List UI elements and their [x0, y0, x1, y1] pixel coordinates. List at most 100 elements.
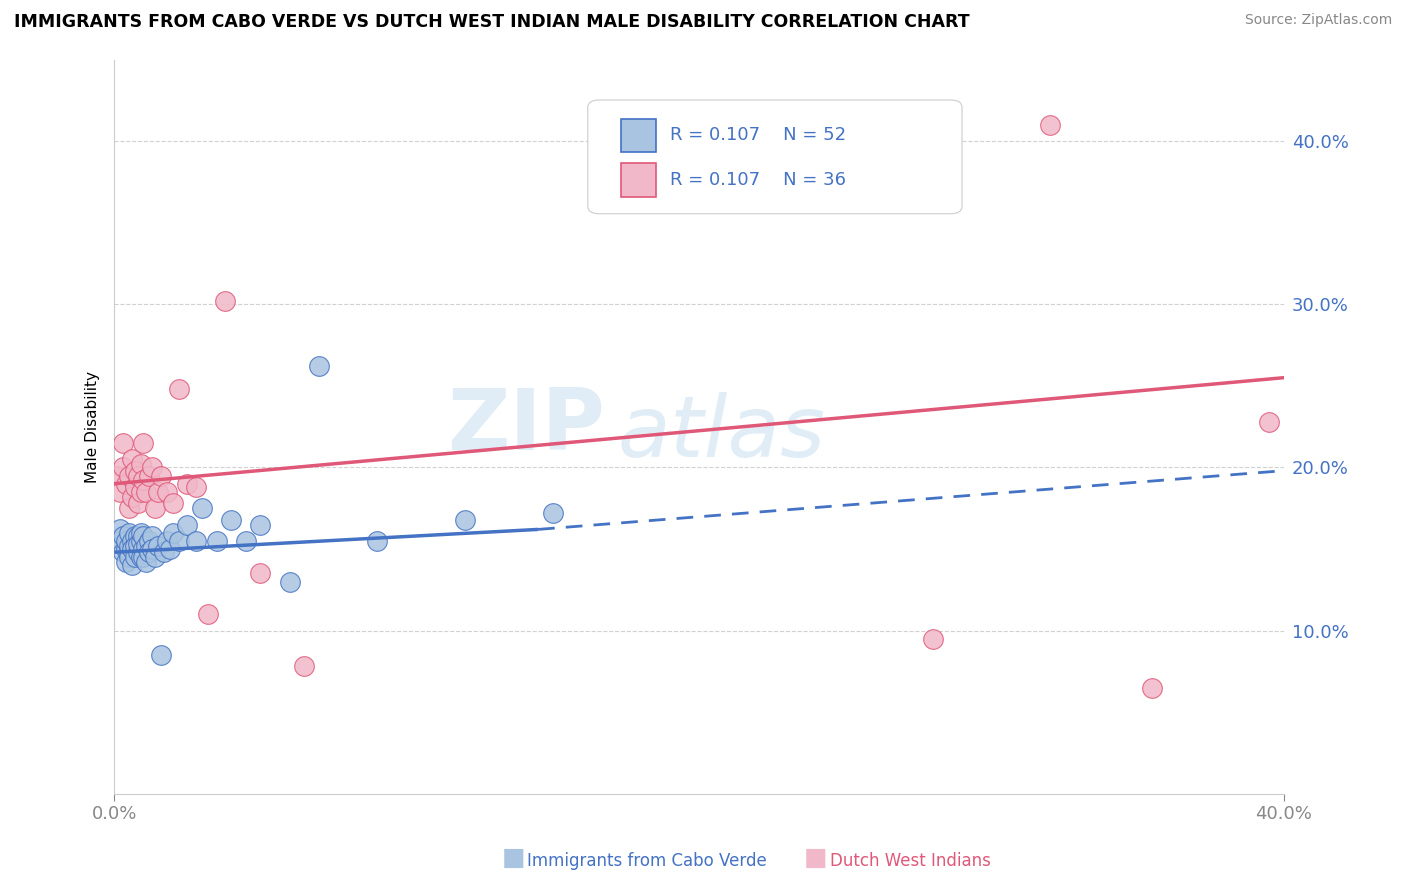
Point [167, 533, 190, 548]
Point [111, 460, 134, 475]
Point [124, 539, 146, 553]
Point [132, 474, 155, 488]
Point [111, 529, 134, 543]
Point [108, 484, 131, 499]
Point [156, 484, 179, 499]
Point [921, 632, 943, 646]
Point [135, 484, 157, 499]
Point [205, 533, 228, 548]
Point [235, 533, 257, 548]
Point [124, 480, 146, 494]
Point [135, 539, 157, 553]
Point [176, 476, 198, 491]
Point [135, 555, 157, 569]
Text: IMMIGRANTS FROM CABO VERDE VS DUTCH WEST INDIAN MALE DISABILITY CORRELATION CHAR: IMMIGRANTS FROM CABO VERDE VS DUTCH WEST… [14, 13, 970, 31]
Point [129, 533, 152, 548]
Text: R = 0.107    N = 52: R = 0.107 N = 52 [669, 127, 846, 145]
Text: Dutch West Indians: Dutch West Indians [830, 852, 990, 870]
Point [214, 293, 236, 308]
Point [127, 496, 149, 510]
Point [118, 468, 141, 483]
Point [249, 517, 271, 532]
Point [129, 457, 152, 471]
Point [118, 545, 141, 559]
Point [132, 550, 155, 565]
Point [197, 607, 219, 622]
Point [541, 506, 564, 520]
Point [111, 436, 134, 450]
Point [138, 468, 160, 483]
Point [191, 501, 214, 516]
Point [115, 541, 138, 556]
Point [118, 525, 141, 540]
Point [105, 533, 128, 548]
FancyBboxPatch shape [620, 119, 655, 152]
Point [115, 476, 138, 491]
Point [146, 484, 169, 499]
Point [115, 533, 138, 548]
Point [124, 550, 146, 565]
Point [184, 480, 207, 494]
Point [146, 539, 169, 553]
Point [156, 533, 179, 548]
Point [278, 574, 301, 589]
Point [162, 496, 184, 510]
Point [132, 436, 155, 450]
Point [105, 468, 128, 483]
Point [118, 501, 141, 516]
Point [249, 566, 271, 581]
Point [118, 550, 141, 565]
Point [1140, 681, 1163, 695]
Text: ZIP: ZIP [447, 385, 606, 468]
Point [167, 382, 190, 396]
FancyBboxPatch shape [588, 100, 962, 214]
Point [132, 541, 155, 556]
Point [176, 517, 198, 532]
Point [143, 501, 166, 516]
Point [308, 359, 330, 374]
Point [121, 452, 143, 467]
Point [121, 558, 143, 573]
Point [153, 545, 176, 559]
Point [121, 490, 143, 504]
Point [138, 533, 160, 548]
Point [1258, 415, 1281, 429]
Point [159, 541, 181, 556]
Point [121, 541, 143, 556]
Point [127, 529, 149, 543]
Point [138, 545, 160, 559]
Point [124, 464, 146, 478]
Point [141, 460, 163, 475]
Point [1039, 118, 1062, 132]
FancyBboxPatch shape [620, 163, 655, 196]
Text: Source: ZipAtlas.com: Source: ZipAtlas.com [1244, 13, 1392, 28]
Point [149, 648, 172, 662]
Point [143, 550, 166, 565]
Point [127, 537, 149, 551]
Point [111, 545, 134, 559]
Text: ■: ■ [502, 846, 524, 870]
Point [454, 513, 477, 527]
Y-axis label: Male Disability: Male Disability [86, 371, 100, 483]
Point [366, 533, 388, 548]
Point [121, 533, 143, 548]
Point [118, 539, 141, 553]
Point [129, 525, 152, 540]
Point [127, 468, 149, 483]
Point [149, 468, 172, 483]
Text: atlas: atlas [617, 392, 825, 475]
Point [132, 529, 155, 543]
Point [129, 484, 152, 499]
Point [162, 525, 184, 540]
Point [141, 541, 163, 556]
Text: R = 0.107    N = 36: R = 0.107 N = 36 [669, 171, 845, 189]
Point [129, 550, 152, 565]
Point [115, 555, 138, 569]
Point [292, 659, 315, 673]
Point [108, 523, 131, 537]
Point [184, 533, 207, 548]
Point [141, 529, 163, 543]
Point [124, 529, 146, 543]
Text: Immigrants from Cabo Verde: Immigrants from Cabo Verde [527, 852, 768, 870]
Point [127, 545, 149, 559]
